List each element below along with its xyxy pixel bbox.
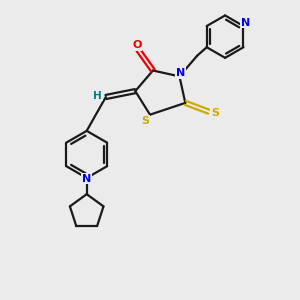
Text: S: S <box>211 108 219 118</box>
Text: N: N <box>82 174 91 184</box>
Text: N: N <box>241 17 250 28</box>
Text: H: H <box>93 91 102 100</box>
Text: S: S <box>142 116 150 126</box>
Text: O: O <box>132 40 141 50</box>
Text: N: N <box>176 68 185 78</box>
